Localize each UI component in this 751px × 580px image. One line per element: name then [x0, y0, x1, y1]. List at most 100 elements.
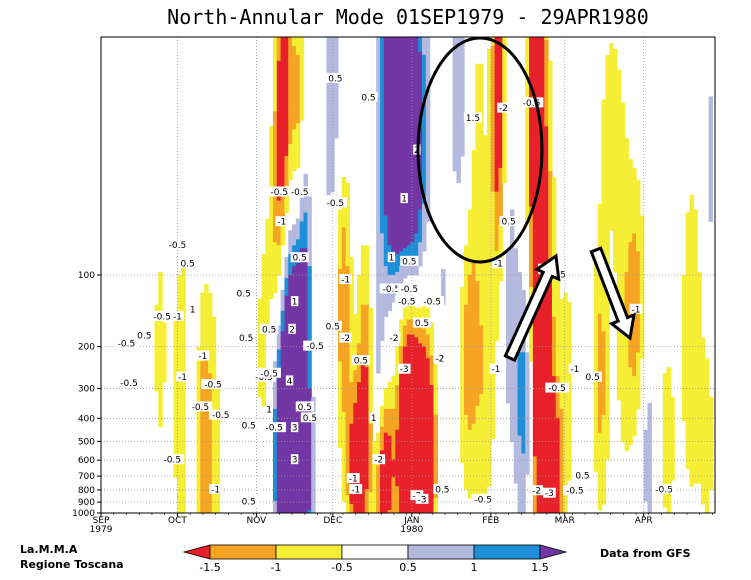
field-cell	[467, 275, 473, 431]
field-cell	[265, 218, 270, 326]
field-cell	[181, 266, 186, 513]
contour-label-bg	[397, 363, 411, 374]
field-cell	[402, 37, 408, 249]
field-cell	[441, 269, 446, 306]
contour-label-bg	[463, 112, 483, 123]
field-cell	[513, 248, 519, 484]
field-cell	[559, 408, 565, 513]
field-cell	[288, 254, 293, 276]
field-cell	[422, 54, 427, 204]
contour-label-bg	[420, 296, 445, 307]
contour-label: 1	[371, 414, 377, 424]
field-cell	[292, 45, 297, 130]
contour-label: -1	[178, 373, 187, 383]
field-cell	[563, 292, 568, 513]
field-cell	[330, 37, 335, 193]
contour-label-bg	[583, 371, 602, 382]
field-cell	[360, 245, 366, 306]
field-cell	[639, 215, 645, 359]
field-cell	[276, 37, 282, 62]
contour-label-bg	[285, 375, 294, 386]
contour-label-bg	[117, 377, 141, 388]
contour-label: 0.5	[501, 218, 515, 228]
contour-label-bg	[239, 496, 258, 507]
contour-label: 0.5	[293, 254, 307, 264]
contour-label-bg	[519, 97, 544, 108]
field-cell	[368, 307, 373, 425]
field-cell	[555, 417, 561, 513]
contour-label: -1	[341, 276, 350, 286]
field-cell	[464, 245, 469, 306]
field-cell	[200, 292, 205, 362]
chart-title: North-Annular Mode 01SEP1979 - 29APR1980	[167, 5, 649, 29]
field-cell	[406, 334, 412, 513]
field-cell	[280, 221, 286, 246]
contour-label-bg	[295, 401, 314, 412]
colorbar-segment	[407, 544, 475, 560]
field-cell	[506, 251, 511, 404]
y-tick-label: 100	[78, 271, 95, 281]
contour-label: -0.5	[212, 411, 230, 421]
field-cell	[364, 304, 370, 368]
contour-label-bg	[239, 419, 258, 430]
field-cell	[685, 212, 691, 469]
field-cell	[295, 37, 301, 56]
contour-label: 0.5	[242, 421, 256, 431]
field-cell	[414, 257, 419, 276]
field-cell	[406, 304, 412, 321]
field-cell	[353, 313, 358, 371]
contour-label: -1	[277, 218, 286, 228]
contour-label-bg	[400, 255, 419, 266]
contour-label-bg	[303, 340, 327, 351]
field-cell	[345, 266, 350, 496]
field-cell	[410, 242, 415, 261]
field-cell	[433, 498, 438, 513]
field-cell	[303, 248, 308, 513]
field-cell	[345, 495, 350, 513]
field-cell	[406, 245, 412, 261]
contour-label: 1	[401, 195, 407, 205]
field-cell	[467, 429, 473, 499]
field-cell	[521, 453, 526, 513]
field-cell	[215, 388, 221, 513]
x-subtick-label: 1979	[90, 525, 113, 535]
field-cell	[475, 63, 480, 282]
field-cell	[559, 298, 565, 410]
field-cell	[517, 352, 522, 437]
contour-label: 0.5	[402, 257, 416, 267]
contour-label: 0.5	[137, 331, 151, 341]
field-cell	[284, 185, 289, 213]
arrow-down-right	[589, 246, 636, 341]
contour-label: -2	[341, 334, 350, 344]
contour-label-bg	[339, 332, 352, 343]
field-cell	[383, 388, 389, 410]
contour-label-bg	[372, 454, 386, 465]
field-cell	[364, 489, 370, 513]
field-cell	[609, 42, 614, 231]
field-cell	[636, 179, 641, 252]
field-cell	[471, 150, 477, 264]
field-cell	[498, 167, 503, 225]
field-cell	[605, 54, 610, 460]
contour-label-bg	[629, 303, 643, 314]
field-cell	[601, 331, 607, 416]
contour-label-bg	[290, 454, 299, 465]
field-cell	[292, 37, 297, 47]
colorbar-label: 1	[471, 561, 478, 574]
y-tick-label: 200	[78, 343, 95, 353]
contour-label-bg	[300, 412, 320, 423]
field-cell	[349, 423, 354, 505]
contour-label-bg	[209, 483, 223, 494]
contour-label: 0.5	[361, 93, 375, 103]
field-cell	[517, 272, 522, 353]
contour-label: -0.5	[118, 340, 136, 350]
field-cell	[555, 277, 561, 377]
field-cell	[292, 224, 297, 246]
field-cell	[276, 60, 282, 202]
field-cell	[269, 126, 274, 300]
field-cell	[391, 459, 396, 478]
field-cell	[307, 510, 312, 513]
field-cell	[464, 304, 469, 416]
